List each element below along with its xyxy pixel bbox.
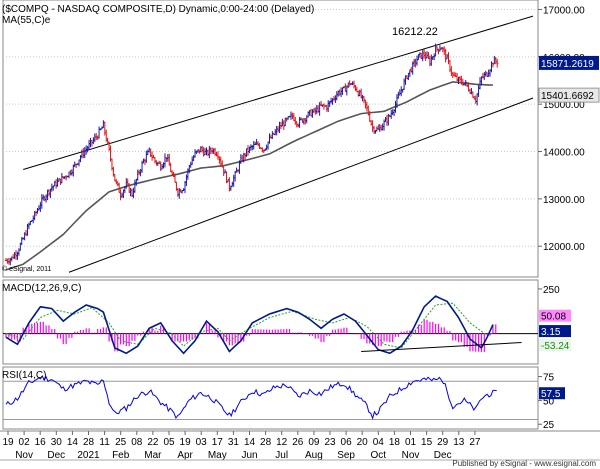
x-month-label: Mar — [144, 450, 162, 461]
trend-channel-line — [68, 97, 534, 273]
x-month-label: Dec — [47, 450, 65, 461]
x-tick-label: 14 — [67, 437, 79, 448]
x-tick-label: 28 — [83, 437, 95, 448]
chart-title: ($COMPQ - NASDAQ COMPOSITE,D) Dynamic,0:… — [2, 4, 314, 15]
x-month-label: Nov — [15, 450, 33, 461]
x-month-label: May — [208, 450, 227, 461]
x-month-label: Apr — [177, 450, 193, 461]
x-tick-label: 08 — [131, 437, 143, 448]
rsi-line — [5, 374, 497, 420]
x-tick-label: 04 — [373, 437, 385, 448]
x-tick-label: 25 — [115, 437, 127, 448]
x-tick-label: 30 — [51, 437, 63, 448]
last-price-box — [539, 55, 599, 70]
x-tick-label: 14 — [244, 437, 256, 448]
ma55-line — [5, 81, 493, 271]
x-tick-label: 23 — [324, 437, 336, 448]
rsi-tick-label: 50 — [543, 396, 555, 407]
ma-value-label: 15401.6692 — [541, 91, 594, 102]
x-tick-label: 19 — [180, 437, 192, 448]
x-tick-label: 12 — [276, 437, 288, 448]
macd-divergence-line — [361, 342, 522, 352]
x-tick-label: 09 — [308, 437, 320, 448]
x-tick-label: 01 — [405, 437, 417, 448]
x-month-label: 2021 — [77, 450, 100, 461]
footer-text: Published by eSignal - www.esignal.com — [452, 459, 596, 468]
macd-panel: 250 50.08 3.15 -53.24 — [2, 279, 571, 365]
macd-value-box-text: 50.08 — [541, 312, 566, 323]
x-tick-label: 16 — [35, 437, 47, 448]
x-axis: 19 02 16 30 14 28 11 25 08 22 05 19 03 17 31 14 28 12 26 09… — [0, 430, 600, 461]
x-tick-label: 20 — [357, 437, 369, 448]
x-tick-label: 28 — [260, 437, 272, 448]
price-tick-label: 13000.00 — [543, 195, 585, 206]
x-tick-label: 02 — [19, 437, 31, 448]
macd-plot-area — [2, 279, 539, 365]
x-tick-label: 31 — [228, 437, 240, 448]
price-tick-label: 12000.00 — [543, 242, 585, 253]
x-tick-label: 15 — [421, 437, 433, 448]
x-tick-label: 29 — [437, 437, 449, 448]
x-tick-label: 27 — [469, 437, 481, 448]
signal-value-box-text: 3.15 — [541, 327, 561, 338]
macd-value-box — [539, 309, 571, 322]
x-tick-label: 17 — [212, 437, 224, 448]
hist-value-box — [539, 339, 571, 352]
price-panel: 12000.0013000.0014000.0015000.0016000.00… — [2, 0, 600, 278]
x-month-label: Sep — [337, 450, 355, 461]
x-tick-label: 03 — [196, 437, 208, 448]
macd-label: MACD(12,26,9,C) — [2, 283, 81, 294]
price-tick-label: 17000.00 — [543, 5, 585, 16]
x-month-label: Dec — [434, 450, 452, 461]
macd-tick-label: 250 — [543, 285, 560, 296]
rsi-label: RSI(14,C) — [2, 370, 46, 381]
chart-labels: ($COMPQ - NASDAQ COMPOSITE,D) Dynamic,0:… — [2, 4, 596, 468]
ma-value-box — [538, 87, 600, 103]
x-month-label: Nov — [402, 450, 420, 461]
x-month-label: Oct — [371, 450, 387, 461]
x-month-label: Jul — [275, 450, 288, 461]
last-price-label: 15871.2619 — [541, 59, 594, 70]
rsi-value-box — [539, 387, 565, 400]
signal-value-box — [539, 325, 571, 338]
x-tick-label: 06 — [341, 437, 353, 448]
macd-signal-line — [5, 302, 494, 349]
x-tick-label: 22 — [147, 437, 159, 448]
ma-legend: MA(55,C)e — [2, 15, 51, 26]
x-tick-label: 26 — [292, 437, 304, 448]
rsi-tick-label: 25 — [543, 420, 555, 431]
x-month-label: Aug — [305, 450, 323, 461]
peak-annotation: 16212.22 — [392, 26, 438, 38]
x-month-label: Feb — [112, 450, 130, 461]
hist-value-box-text: -53.24 — [541, 341, 570, 352]
x-tick-label: 13 — [453, 437, 465, 448]
copyright-text: © eSignal, 2011 — [2, 265, 52, 273]
price-tick-label: 14000.00 — [543, 148, 585, 159]
x-tick-label: 05 — [163, 437, 175, 448]
x-tick-label: 11 — [99, 437, 110, 448]
price-tick-label: 15000.00 — [543, 100, 585, 111]
rsi-panel: 25 50 75 57.5 — [2, 366, 565, 431]
x-tick-label: 19 — [2, 437, 14, 448]
rsi-tick-label: 75 — [543, 373, 555, 384]
macd-line — [5, 295, 494, 355]
x-month-label: Jun — [241, 450, 257, 461]
x-tick-label: 18 — [389, 437, 401, 448]
rsi-value-label: 57.5 — [541, 389, 561, 400]
